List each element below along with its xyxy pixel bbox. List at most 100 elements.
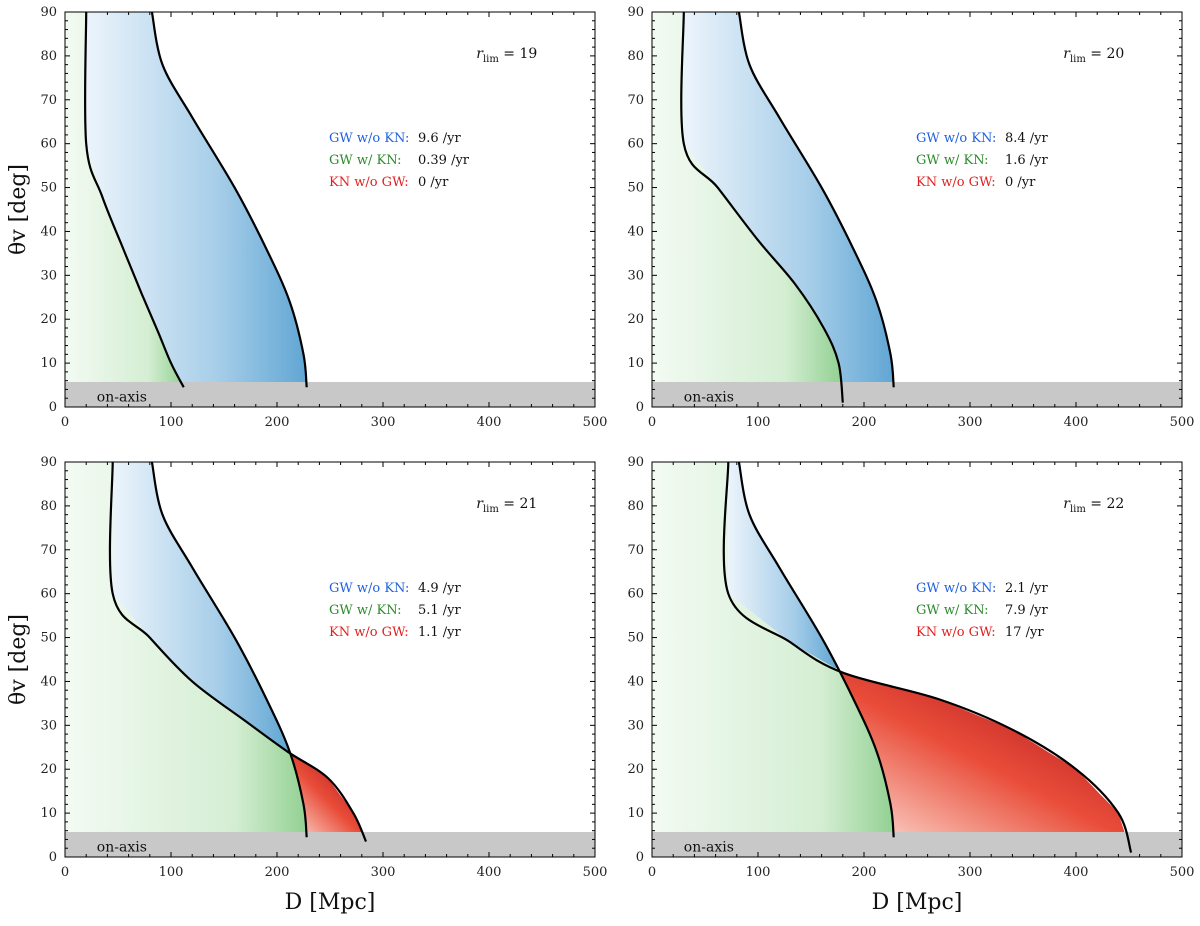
x-tick-label: 200 [265,415,290,430]
y-tick-label: 0 [49,400,57,415]
legend-gw-with-kn-rate: 5.1 /yr [418,603,462,618]
rlim-annotation: rlim = 22 [1063,496,1124,515]
y-tick-label: 30 [627,718,644,733]
panel-bottom-right: on-axis 0 100 200 300 400 500 0 10 20 30 40 50 60 70 80… [627,455,1194,915]
legend-kn-without-gw-label: KN w/o GW: [916,175,996,190]
rlim-annotation: rlim = 19 [476,46,537,65]
kn-detection-boundary [83,12,185,388]
legend-gw-without-kn-rate: 2.1 /yr [1005,581,1049,596]
plot-area: on-axis [65,12,595,407]
y-axis-label: θv [deg] [6,164,31,255]
onaxis-band [65,381,595,407]
y-tick-label: 20 [40,762,57,777]
x-tick-label: 0 [648,865,656,880]
legend-gw-without-kn-label: GW w/o KN: [916,581,996,596]
y-tick-label: 50 [40,181,57,196]
plot-area: on-axis [652,462,1182,857]
legend-gw-without-kn-label: GW w/o KN: [916,131,996,146]
x-tick-label: 100 [746,865,771,880]
legend-gw-with-kn-label: GW w/ KN: [916,603,989,618]
x-tick-label: 300 [958,865,983,880]
y-tick-label: 40 [627,224,644,239]
onaxis-label: on-axis [684,839,734,855]
y-tick-label: 20 [40,312,57,327]
region-gw-with-kn [652,462,894,840]
y-tick-label: 10 [40,806,57,821]
region-gw-with-kn [65,462,307,840]
legend-gw-with-kn-rate: 1.6 /yr [1005,153,1049,168]
y-tick-label: 90 [627,455,644,470]
legend-gw-with-kn-label: GW w/ KN: [916,153,989,168]
x-tick-label: 500 [583,415,608,430]
rlim-annotation: rlim = 20 [1063,46,1124,65]
y-tick-label: 30 [40,268,57,283]
y-tick-label: 60 [627,137,644,152]
y-tick-label: 40 [627,674,644,689]
y-tick-label: 60 [40,137,57,152]
y-tick-label: 90 [40,455,57,470]
onaxis-label: on-axis [97,839,147,855]
legend-kn-without-gw-rate: 1.1 /yr [418,625,462,640]
legend-kn-without-gw-rate: 0 /yr [1005,175,1036,190]
legend-gw-with-kn-rate: 0.39 /yr [418,153,470,168]
y-tick-label: 80 [627,49,644,64]
legend-gw-without-kn-rate: 8.4 /yr [1005,131,1049,146]
x-tick-label: 0 [61,865,69,880]
gw-detection-boundary [737,462,895,838]
onaxis-label: on-axis [684,389,734,405]
x-tick-label: 300 [371,865,396,880]
x-tick-label: 0 [648,415,656,430]
onaxis-band [652,381,1182,407]
region-gw-with-kn [652,12,842,390]
y-tick-label: 10 [40,356,57,371]
y-tick-label: 30 [40,718,57,733]
x-tick-label: 100 [159,865,184,880]
x-tick-label: 300 [958,415,983,430]
legend-gw-without-kn-rate: 9.6 /yr [418,131,462,146]
onaxis-band [65,831,595,857]
kn-detection-boundary [722,462,1133,853]
y-tick-label: 80 [40,499,57,514]
x-tick-label: 100 [159,415,184,430]
panel-frame [651,11,1183,408]
y-tick-label: 10 [627,356,644,371]
panel-frame [64,11,596,408]
panel-frame [64,461,596,858]
x-tick-label: 500 [1170,415,1195,430]
y-tick-label: 90 [627,5,644,20]
legend-kn-without-gw-rate: 0 /yr [418,175,449,190]
y-tick-label: 60 [40,587,57,602]
onaxis-band [652,831,1182,857]
kn-detection-boundary [680,12,844,403]
y-tick-label: 90 [40,5,57,20]
y-tick-label: 50 [627,181,644,196]
legend-kn-without-gw-rate: 17 /yr [1005,625,1044,640]
legend-gw-with-kn-rate: 7.9 /yr [1005,603,1049,618]
x-axis-label: D [Mpc] [285,890,376,915]
region-gw-without-kn [683,12,894,390]
panel-bottom-left: on-axis 0 100 200 300 400 500 0 10 20 30 40 50 60 70 80… [6,455,607,915]
x-tick-label: 500 [583,865,608,880]
y-axis-label: θv [deg] [6,614,31,705]
legend-gw-without-kn-label: GW w/o KN: [329,131,409,146]
y-tick-label: 0 [636,400,644,415]
legend-kn-without-gw-label: KN w/o GW: [916,625,996,640]
x-tick-label: 300 [371,415,396,430]
kn-detection-boundary [108,462,368,843]
y-tick-label: 80 [627,499,644,514]
y-tick-label: 50 [627,631,644,646]
gw-detection-boundary [150,462,308,838]
y-tick-label: 80 [40,49,57,64]
x-tick-label: 200 [852,865,877,880]
region-gw-with-kn [65,12,184,390]
plot-area: on-axis [65,462,595,857]
gw-detection-boundary [737,12,895,388]
y-tick-label: 60 [627,587,644,602]
legend-kn-without-gw-label: KN w/o GW: [329,625,409,640]
legend-gw-without-kn-rate: 4.9 /yr [418,581,462,596]
region-kn-without-gw [290,756,366,840]
y-tick-label: 30 [627,268,644,283]
x-tick-label: 400 [1064,415,1089,430]
y-tick-label: 0 [49,850,57,865]
y-tick-label: 50 [40,631,57,646]
